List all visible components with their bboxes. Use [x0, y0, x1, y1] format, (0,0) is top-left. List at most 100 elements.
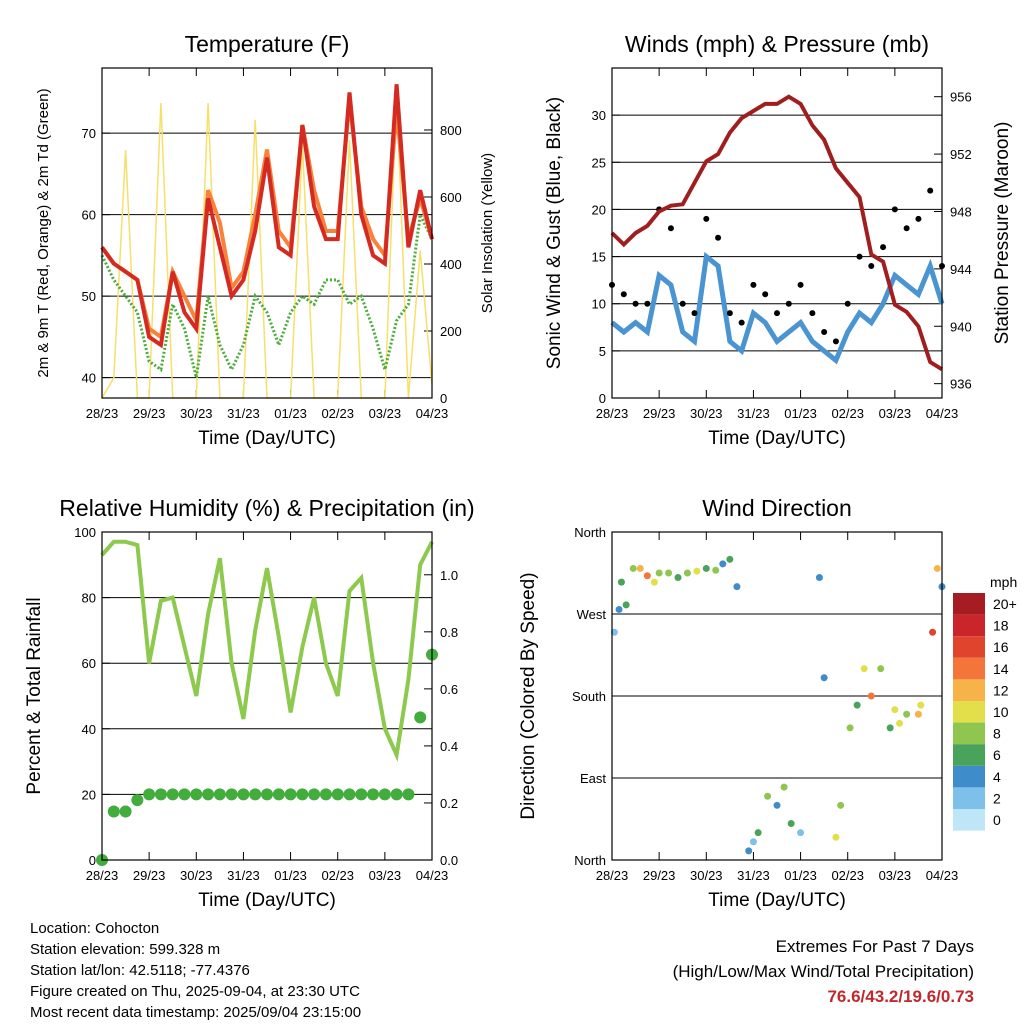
station-elevation: Station elevation: 599.328 m — [30, 941, 221, 958]
colorbar-label: 16 — [993, 639, 1009, 655]
extremes-values: 76.6/43.2/19.6/0.73 — [827, 987, 974, 1006]
y-right-tick-label: 940 — [950, 319, 972, 334]
x-tick-label: 31/23 — [227, 868, 260, 883]
x-tick-label: 01/23 — [784, 406, 817, 421]
y-axis-label: Percent & Total Rainfall — [24, 597, 45, 794]
panel-border — [101, 67, 433, 399]
y-tick-label: 40 — [82, 371, 96, 386]
gust-point — [738, 319, 745, 326]
colorbar-swatch — [953, 593, 985, 615]
series-dewpoint — [100, 209, 434, 378]
x-tick-label: 30/23 — [180, 868, 213, 883]
y-right-tick-label: 944 — [950, 262, 972, 277]
y-right-tick-label: 1.0 — [440, 568, 458, 583]
x-tick-label: 28/23 — [596, 406, 629, 421]
panel-1: Temperature (F) 40 50 60 70 0 200 400 600 800 28/2… — [35, 31, 496, 449]
precip-point — [308, 788, 321, 801]
gust-point — [632, 300, 639, 307]
direction-point — [929, 628, 937, 636]
x-tick-label: 04/23 — [926, 406, 959, 421]
y-right-tick-label: 0.6 — [440, 682, 458, 697]
precip-point — [390, 788, 403, 801]
panel-title: Temperature (F) — [185, 31, 350, 57]
gust-point — [726, 310, 733, 317]
colorbar-swatch — [953, 636, 985, 658]
precip-point — [272, 788, 285, 801]
direction-point — [636, 564, 644, 572]
colorbar-title: mph — [990, 574, 1017, 590]
direction-point — [787, 820, 795, 828]
colorbar: mph 20+ 18 16 14 12 10 8 6 4 2 0 — [953, 574, 1017, 831]
x-tick-label: 29/23 — [643, 868, 676, 883]
y-right-tick-label: 200 — [440, 324, 462, 339]
y-right-tick-label: 0.8 — [440, 625, 458, 640]
direction-point — [650, 578, 658, 586]
direction-point — [617, 578, 625, 586]
x-tick-label: 04/23 — [926, 868, 959, 883]
y-tick-label: 10 — [592, 297, 606, 312]
x-axis-label: Time (Day/UTC) — [708, 428, 846, 449]
direction-point — [780, 783, 788, 791]
x-tick-label: 04/23 — [416, 406, 449, 421]
colorbar-swatch — [953, 657, 985, 680]
x-tick-label: 29/23 — [643, 406, 676, 421]
x-tick-label: 03/23 — [369, 868, 402, 883]
gust-point — [927, 187, 934, 194]
colorbar-label: 12 — [993, 682, 1009, 698]
y-right-tick-label: 956 — [950, 90, 972, 105]
gust-point — [644, 300, 651, 307]
gust-point — [797, 281, 804, 288]
series-pressure — [610, 94, 944, 372]
precip-point — [296, 788, 309, 801]
gust-point — [620, 291, 627, 298]
gust-point — [715, 234, 722, 241]
colorbar-label: 10 — [993, 704, 1009, 720]
y-tick-label: 70 — [82, 126, 96, 141]
y-tick-label: 20 — [592, 202, 606, 217]
direction-point — [773, 801, 781, 809]
x-tick-label: 31/23 — [227, 406, 260, 421]
x-tick-label: 01/23 — [784, 868, 817, 883]
y-tick-label: West — [577, 607, 607, 622]
direction-point — [853, 701, 861, 709]
direction-point — [860, 665, 868, 673]
x-axis-label: Time (Day/UTC) — [198, 428, 336, 449]
precip-point — [367, 788, 380, 801]
y-tick-label: 40 — [82, 722, 96, 737]
colorbar-swatch — [953, 744, 985, 766]
colorbar-label: 18 — [993, 618, 1009, 634]
station-info: Location: Cohocton Station elevation: 59… — [30, 918, 361, 1023]
series-temp-9m — [100, 100, 434, 341]
direction-point — [754, 829, 762, 837]
panel-border — [611, 67, 943, 399]
y-tick-label: 30 — [592, 108, 606, 123]
y-tick-label: 5 — [599, 344, 606, 359]
y-axis-label: Direction (Colored By Speed) — [518, 572, 539, 819]
precip-point — [225, 788, 238, 801]
gust-point — [821, 329, 828, 335]
colorbar-swatch — [953, 809, 985, 831]
y-axis-label: Sonic Wind & Gust (Blue, Black) — [544, 97, 565, 369]
y-tick-label: 60 — [82, 208, 96, 223]
direction-point — [749, 838, 757, 846]
y-tick-label: 60 — [82, 656, 96, 671]
direction-point — [914, 710, 922, 718]
x-tick-label: 04/23 — [416, 868, 449, 883]
x-tick-label: 31/23 — [737, 406, 770, 421]
colorbar-label: 4 — [993, 769, 1001, 785]
x-tick-label: 02/23 — [831, 406, 864, 421]
precip-point — [261, 788, 273, 801]
station-latlon: Station lat/lon: 42.5118; -77.4376 — [30, 962, 250, 979]
extremes-info: Extremes For Past 7 Days (High/Low/Max W… — [673, 934, 974, 1009]
series-wind — [610, 251, 945, 365]
y-right-axis-label: Solar Insolation (Yellow) — [479, 153, 496, 313]
panel-2: Winds (mph) & Pressure (mb) 0 5 10 15 20 25 30 9… — [544, 31, 1013, 449]
panel-title: Relative Humidity (%) & Precipitation (i… — [59, 495, 474, 521]
direction-point — [891, 706, 899, 714]
precip-point — [107, 805, 120, 818]
y-axis-label: 2m & 9m T (Red, Orange) & 2m Td (Green) — [35, 88, 52, 377]
precip-point — [414, 711, 427, 724]
colorbar-swatch — [953, 722, 985, 745]
gust-point — [703, 215, 710, 222]
direction-point — [917, 701, 925, 709]
